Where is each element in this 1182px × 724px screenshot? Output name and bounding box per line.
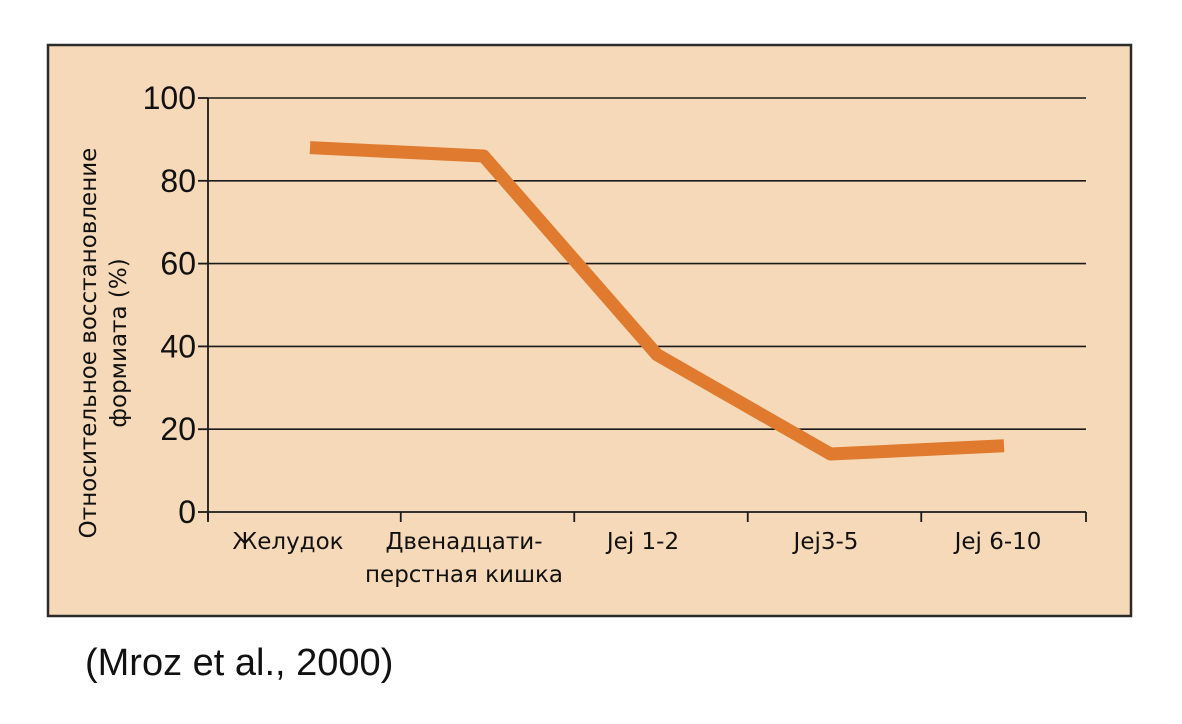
x-tick-label-3-line-0: Jej3-5 xyxy=(792,529,859,555)
y-axis-label-line-0: Относительное восстановление xyxy=(76,148,102,539)
y-tick-label-20: 20 xyxy=(160,411,196,447)
x-tick-label-0-line-0: Желудок xyxy=(232,529,343,555)
grid xyxy=(198,97,1086,513)
x-tick-label-3: Jej3-5 xyxy=(792,529,859,555)
y-tick-label-80: 80 xyxy=(160,163,196,199)
chart-frame xyxy=(46,43,1133,618)
y-tick-label-60: 60 xyxy=(160,246,196,282)
x-tick-label-2: Jej 1-2 xyxy=(605,529,679,555)
y-axis-label: Относительное восстановление формиата (%) xyxy=(76,148,132,539)
y-axis-label-line-1: формиата (%) xyxy=(106,258,132,427)
x-tick-label-2-line-0: Jej 1-2 xyxy=(605,529,679,555)
series-group xyxy=(309,141,1005,461)
y-tick-label-100: 100 xyxy=(143,80,196,116)
x-tick-labels: Желудок Двенадцати-перстная кишка Jej 1-2 J… xyxy=(232,529,1041,588)
x-tick-label-0: Желудок xyxy=(232,529,343,555)
axes xyxy=(207,98,1087,522)
y-tick-label-0: 0 xyxy=(178,494,196,530)
y-tick-labels: 0 20 40 60 80 100 xyxy=(143,80,196,530)
x-tick-label-4-line-0: Jej 6-10 xyxy=(953,529,1042,555)
x-tick-label-1: Двенадцати-перстная кишка xyxy=(365,529,563,588)
source-citation: (Mroz et al., 2000) xyxy=(85,642,393,684)
x-tick-label-1-line-1: перстная кишка xyxy=(365,562,563,588)
y-tick-label-40: 40 xyxy=(160,328,196,364)
x-tick-label-1-line-0: Двенадцати- xyxy=(385,529,542,555)
x-tick-label-4: Jej 6-10 xyxy=(953,529,1042,555)
